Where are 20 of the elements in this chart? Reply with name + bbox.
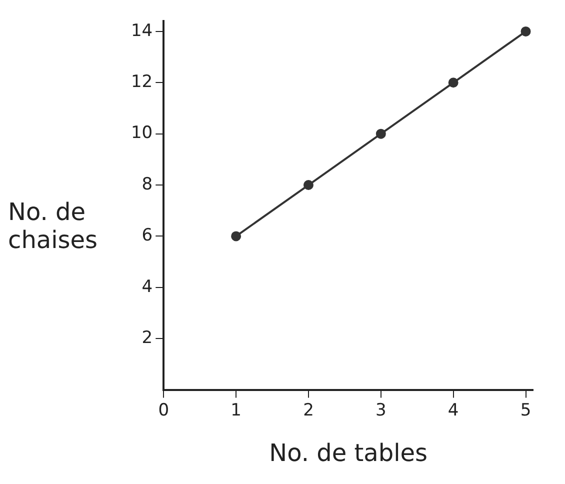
x-axis-title: No. de tables — [269, 438, 428, 467]
point — [448, 78, 458, 88]
point — [376, 128, 386, 139]
y-tick-label: 2 — [142, 328, 153, 348]
y-tick-label: 8 — [142, 174, 153, 194]
x-tick-label: 0 — [158, 400, 170, 420]
point — [231, 231, 242, 242]
y-tick-label: 12 — [130, 72, 153, 92]
x-tick-label: 3 — [375, 400, 386, 420]
y-tick-label: 4 — [142, 276, 153, 297]
y-tick-label: 6 — [142, 226, 153, 246]
y-tick-label: 10 — [130, 123, 153, 144]
y-tick-label: 14 — [130, 20, 153, 41]
x-tick-label: 4 — [448, 400, 459, 420]
point — [303, 180, 314, 190]
y-axis-title: No. de chaises — [8, 198, 99, 254]
x-tick-label: 1 — [230, 400, 242, 420]
x-tick-label: 2 — [303, 400, 314, 420]
point — [520, 26, 531, 36]
x-tick-label: 5 — [520, 400, 532, 420]
